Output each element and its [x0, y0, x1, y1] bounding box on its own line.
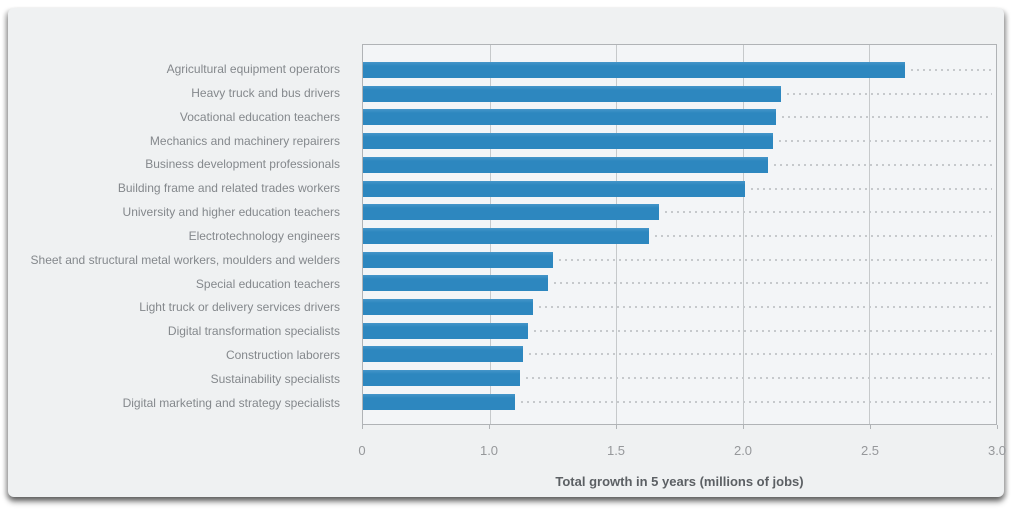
category-label: Light truck or delivery services drivers	[139, 300, 340, 315]
bar	[363, 322, 528, 339]
bar	[363, 299, 533, 316]
bar-row	[363, 180, 996, 197]
category-label: Mechanics and machinery repairers	[149, 133, 340, 148]
leader-dots	[910, 69, 992, 71]
chart-card: Agricultural equipment operators Heavy tr…	[8, 8, 1006, 497]
x-tick-label: 0	[358, 443, 366, 458]
x-tick-label: 1.5	[606, 443, 626, 458]
bar-row	[363, 62, 996, 78]
gridline	[869, 45, 871, 424]
category-label: Electrotechnology engineers	[188, 228, 340, 243]
x-axis: 0 1.0 1.5 2.0 2.5 3.0	[358, 425, 1006, 465]
bar-row	[363, 227, 996, 244]
leader-dots	[779, 140, 992, 143]
leader-dots	[781, 116, 992, 119]
leader-dots	[786, 92, 992, 95]
bar-row	[363, 370, 996, 387]
bars-layer	[363, 45, 996, 424]
bar-row	[363, 133, 996, 150]
bar	[363, 85, 781, 102]
bar-row	[363, 85, 996, 102]
leader-dots	[553, 282, 992, 285]
gridline	[742, 45, 744, 424]
bar	[363, 109, 776, 126]
leader-dots	[751, 187, 992, 190]
category-label: University and higher education teachers	[122, 205, 340, 220]
bar-row	[363, 109, 996, 126]
plot-area	[362, 44, 997, 425]
bar	[363, 180, 746, 197]
bar	[363, 275, 548, 292]
bar-row	[363, 156, 996, 173]
x-axis-title: Total growth in 5 years (millions of job…	[555, 474, 804, 489]
bar-row	[363, 393, 996, 410]
bar	[363, 133, 774, 150]
bar	[363, 156, 769, 173]
bar	[363, 346, 523, 363]
leader-dots	[538, 306, 992, 309]
category-label: Business development professionals	[145, 157, 340, 172]
category-label: Building frame and related trades worker…	[117, 181, 340, 196]
bar-row	[363, 299, 996, 316]
x-tick-label: 2.0	[733, 443, 753, 458]
bar	[363, 204, 660, 221]
leader-dots	[520, 400, 992, 403]
bar-row	[363, 346, 996, 363]
leader-dots	[655, 234, 992, 237]
category-label: Sheet and structural metal workers, moul…	[30, 252, 340, 267]
category-label: Special education teachers	[195, 276, 340, 291]
category-labels: Agricultural equipment operators Heavy tr…	[8, 44, 340, 425]
category-label: Digital marketing and strategy specialis…	[122, 395, 340, 410]
category-label: Vocational education teachers	[179, 109, 340, 124]
x-tick-mark	[488, 425, 490, 429]
bar-row	[363, 251, 996, 268]
bar	[363, 370, 520, 387]
leader-dots	[533, 329, 992, 332]
bar-row	[363, 322, 996, 339]
x-tick-mark	[361, 425, 363, 429]
leader-dots	[774, 163, 992, 166]
leader-dots	[525, 377, 992, 380]
bar	[363, 227, 650, 244]
category-label: Agricultural equipment operators	[166, 62, 340, 76]
category-label: Construction laborers	[225, 348, 340, 363]
x-tick-mark	[742, 425, 744, 429]
category-label: Sustainability specialists	[210, 371, 340, 386]
leader-dots	[665, 211, 992, 214]
x-tick-mark	[996, 425, 998, 429]
bar-row	[363, 275, 996, 292]
bar	[363, 393, 515, 410]
leader-dots	[528, 353, 992, 356]
bar	[363, 62, 905, 78]
bar-row	[363, 204, 996, 221]
x-tick-label: 2.5	[860, 443, 880, 458]
x-tick-mark	[869, 425, 871, 429]
leader-dots	[558, 258, 992, 261]
x-tick-mark	[615, 425, 617, 429]
bar	[363, 251, 553, 268]
x-tick-label: 1.0	[479, 443, 499, 458]
category-label: Heavy truck and bus drivers	[191, 85, 340, 100]
category-label: Digital transformation specialists	[167, 324, 340, 339]
x-tick-label: 3.0	[987, 443, 1007, 458]
